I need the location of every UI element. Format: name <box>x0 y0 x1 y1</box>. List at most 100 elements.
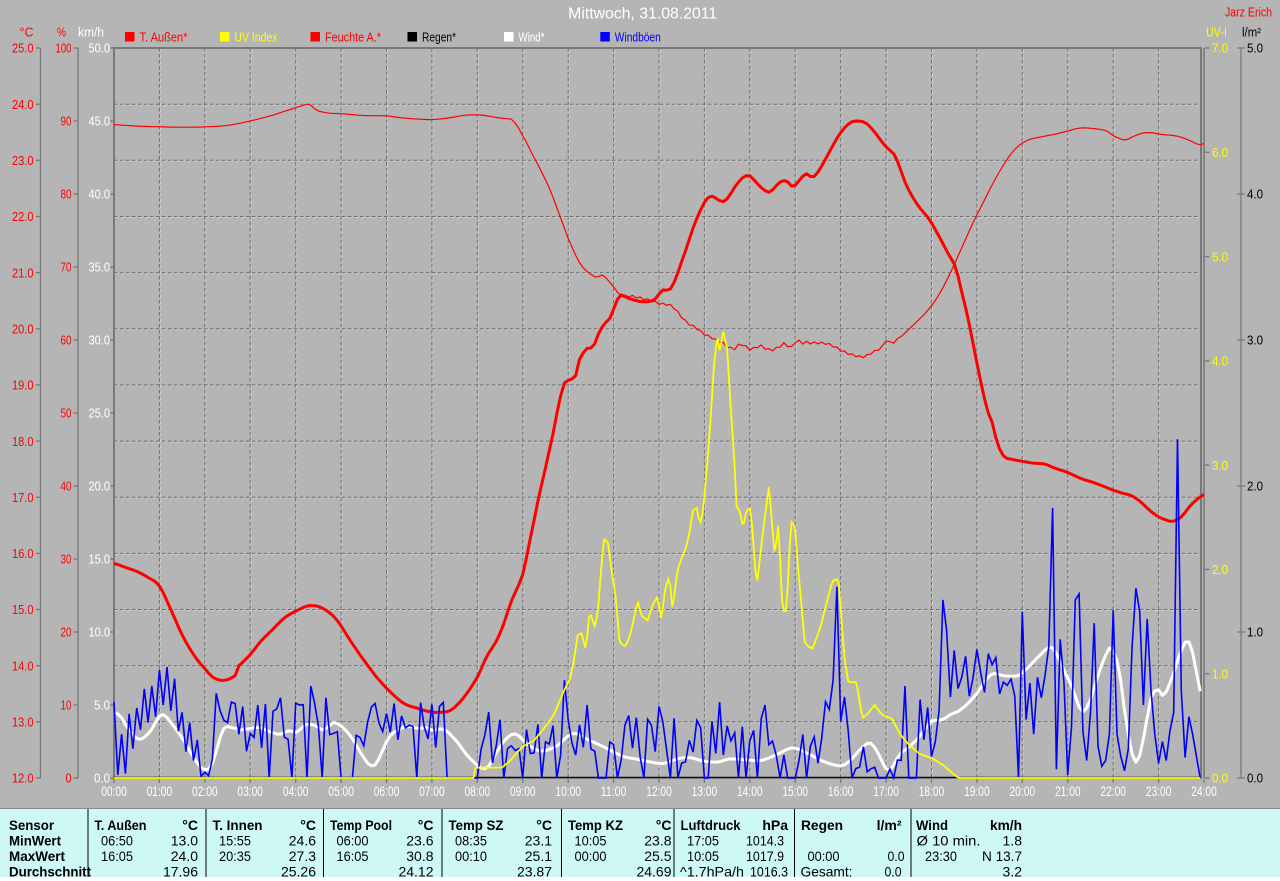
svg-text:°C: °C <box>182 817 198 833</box>
svg-text:20: 20 <box>61 625 72 640</box>
svg-text:90: 90 <box>61 114 72 129</box>
svg-text:3.2: 3.2 <box>1003 864 1023 880</box>
svg-text:10: 10 <box>61 698 72 713</box>
svg-text:13:00: 13:00 <box>692 783 718 799</box>
svg-text:24.0: 24.0 <box>12 97 34 112</box>
svg-text:Gesamt:: Gesamt: <box>801 864 853 880</box>
svg-text:10:05: 10:05 <box>575 833 607 849</box>
svg-text:0.0: 0.0 <box>94 771 110 786</box>
svg-text:%: % <box>57 25 66 40</box>
svg-text:06:50: 06:50 <box>101 833 133 849</box>
svg-text:Regen*: Regen* <box>422 29 456 44</box>
svg-text:80: 80 <box>61 187 72 202</box>
svg-text:30.0: 30.0 <box>89 333 111 348</box>
svg-text:16:05: 16:05 <box>337 848 369 864</box>
svg-text:0: 0 <box>66 771 72 786</box>
svg-text:00:00: 00:00 <box>575 848 607 864</box>
svg-text:°C: °C <box>536 817 552 833</box>
svg-text:11:00: 11:00 <box>601 783 627 799</box>
svg-text:16:00: 16:00 <box>828 783 854 799</box>
svg-text:Mittwoch, 31.08.2011: Mittwoch, 31.08.2011 <box>568 6 717 23</box>
svg-text:19.0: 19.0 <box>12 378 34 393</box>
svg-text:20:35: 20:35 <box>219 848 251 864</box>
svg-text:25.0: 25.0 <box>89 406 111 421</box>
svg-text:T. Innen: T. Innen <box>213 817 263 833</box>
svg-text:l/m²: l/m² <box>877 817 902 833</box>
svg-text:24.12: 24.12 <box>398 864 433 880</box>
svg-text:Feuchte A.*: Feuchte A.* <box>325 29 381 44</box>
svg-text:10:05: 10:05 <box>687 848 719 864</box>
svg-text:5.0: 5.0 <box>94 698 110 713</box>
svg-text:1014.3: 1014.3 <box>746 833 784 849</box>
svg-text:24.0: 24.0 <box>171 848 198 864</box>
svg-text:5.0: 5.0 <box>1212 249 1228 264</box>
svg-text:4.0: 4.0 <box>1247 187 1263 202</box>
svg-text:Sensor: Sensor <box>9 817 55 833</box>
svg-text:MaxWert: MaxWert <box>9 848 65 864</box>
svg-text:08:35: 08:35 <box>455 833 487 849</box>
svg-text:20:00: 20:00 <box>1010 783 1036 799</box>
svg-text:14:00: 14:00 <box>737 783 763 799</box>
svg-text:40.0: 40.0 <box>89 187 111 202</box>
svg-text:21.0: 21.0 <box>12 265 34 280</box>
svg-text:16.0: 16.0 <box>12 546 34 561</box>
svg-text:Windböen: Windböen <box>615 29 661 44</box>
svg-text:0.0: 0.0 <box>888 848 905 864</box>
svg-text:23.1: 23.1 <box>525 833 552 849</box>
svg-text:23.87: 23.87 <box>517 864 552 880</box>
svg-text:UV Index: UV Index <box>235 29 278 44</box>
svg-text:0.0: 0.0 <box>1212 771 1228 786</box>
svg-text:00:00: 00:00 <box>808 848 840 864</box>
svg-text:00:00: 00:00 <box>101 783 127 799</box>
svg-text:24.6: 24.6 <box>289 833 316 849</box>
svg-text:MinWert: MinWert <box>9 833 61 849</box>
svg-text:N 13.7: N 13.7 <box>982 848 1022 864</box>
svg-text:15:55: 15:55 <box>219 833 251 849</box>
svg-text:13.0: 13.0 <box>12 715 34 730</box>
svg-text:24.69: 24.69 <box>636 864 671 880</box>
svg-text:l/m²: l/m² <box>1242 25 1262 40</box>
svg-text:18.0: 18.0 <box>12 434 34 449</box>
svg-text:Wind*: Wind* <box>519 29 545 44</box>
svg-text:1.0: 1.0 <box>1212 666 1228 681</box>
svg-text:3.0: 3.0 <box>1212 458 1228 473</box>
svg-text:02:00: 02:00 <box>192 783 218 799</box>
svg-text:22:00: 22:00 <box>1100 783 1126 799</box>
svg-text:5.0: 5.0 <box>1247 41 1263 56</box>
svg-text:19:00: 19:00 <box>964 783 990 799</box>
svg-text:km/h: km/h <box>78 25 104 40</box>
svg-text:4.0: 4.0 <box>1212 354 1228 369</box>
svg-text:20.0: 20.0 <box>12 322 34 337</box>
svg-text:Jarz Erich: Jarz Erich <box>1225 5 1272 19</box>
svg-text:23.6: 23.6 <box>406 833 433 849</box>
svg-text:07:00: 07:00 <box>419 783 445 799</box>
svg-text:70: 70 <box>61 260 72 275</box>
svg-text:T. Außen*: T. Außen* <box>140 29 188 44</box>
svg-text:50.0: 50.0 <box>89 41 111 56</box>
svg-text:30.8: 30.8 <box>406 848 433 864</box>
svg-text:21:00: 21:00 <box>1055 783 1081 799</box>
svg-text:30: 30 <box>61 552 72 567</box>
svg-text:°C: °C <box>20 25 34 40</box>
svg-text:UV-I: UV-I <box>1206 25 1227 40</box>
svg-text:100: 100 <box>56 41 72 56</box>
svg-text:08:00: 08:00 <box>465 783 491 799</box>
svg-text:1.8: 1.8 <box>1003 833 1023 849</box>
svg-text:27.3: 27.3 <box>289 848 316 864</box>
svg-text:°C: °C <box>656 817 672 833</box>
svg-text:14.0: 14.0 <box>12 658 34 673</box>
svg-text:60: 60 <box>61 333 72 348</box>
svg-text:25.26: 25.26 <box>281 864 316 880</box>
svg-text:0.0: 0.0 <box>1247 771 1263 786</box>
svg-text:7.0: 7.0 <box>1212 41 1228 56</box>
svg-text:0.0: 0.0 <box>885 864 902 880</box>
svg-text:°C: °C <box>418 817 434 833</box>
svg-text:^1.7hPa/h: ^1.7hPa/h <box>680 864 744 880</box>
svg-text:23.0: 23.0 <box>12 153 34 168</box>
svg-text:17.96: 17.96 <box>163 864 198 880</box>
svg-text:1016.3: 1016.3 <box>750 864 788 880</box>
svg-text:06:00: 06:00 <box>337 833 369 849</box>
svg-text:Ø 10 min.: Ø 10 min. <box>917 833 981 849</box>
svg-text:T. Außen: T. Außen <box>95 817 147 833</box>
svg-text:23.8: 23.8 <box>644 833 671 849</box>
